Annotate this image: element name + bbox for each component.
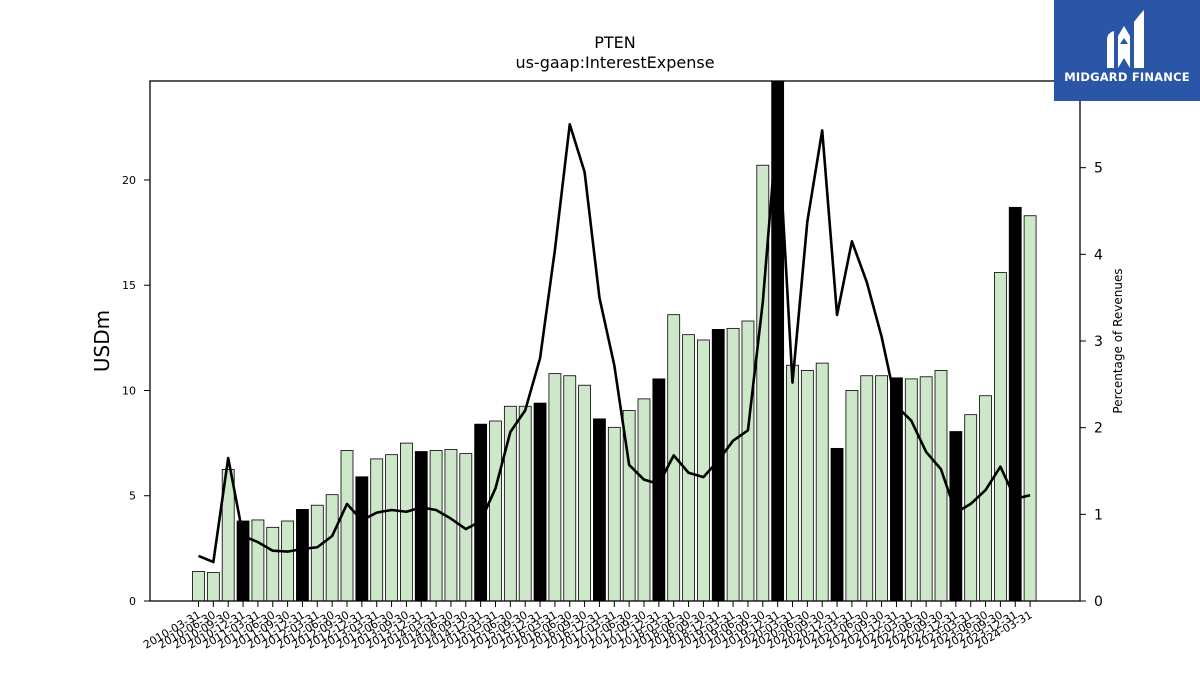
bars-layer [192, 80, 1037, 602]
bar [994, 272, 1007, 602]
bar [251, 519, 265, 602]
bar [563, 375, 577, 602]
y-tick-label: 0 [129, 595, 136, 608]
y-tick-label: 5 [129, 490, 136, 503]
bar [607, 426, 621, 602]
chart-subtitle: us-gaap:InterestExpense [515, 53, 714, 72]
bar [949, 431, 963, 602]
bar [800, 370, 814, 602]
midgard-logo-icon [1107, 10, 1144, 68]
bar [533, 402, 547, 602]
bar [385, 454, 398, 602]
brand-logo: MIDGARD FINANCE [1054, 0, 1200, 101]
bar [934, 370, 948, 602]
chart-title: PTEN [594, 33, 636, 52]
bar [1023, 215, 1037, 602]
y-tick-label: 20 [122, 174, 136, 187]
bar [830, 447, 844, 602]
line-layer [198, 118, 1031, 564]
bar [399, 442, 413, 602]
bar [548, 373, 562, 602]
y2-tick-label: 1 [1094, 507, 1103, 523]
y-tick-label: 15 [122, 279, 136, 292]
bar [741, 320, 755, 602]
bar [266, 526, 280, 602]
bar [904, 378, 918, 602]
bar [296, 509, 309, 602]
bar [414, 451, 428, 602]
bar [206, 572, 220, 602]
bar [726, 327, 740, 602]
bar [593, 418, 606, 602]
bar [637, 398, 651, 602]
bar [281, 520, 295, 602]
bar [860, 375, 874, 602]
bar [310, 504, 324, 602]
y-tick-label: 10 [122, 384, 136, 397]
bar [518, 405, 532, 602]
brand-name: MIDGARD FINANCE [1064, 70, 1190, 84]
y2-axis-label: Percentage of Revenues [1111, 268, 1125, 413]
y2-tick-label: 3 [1094, 334, 1103, 350]
bar [429, 450, 443, 602]
bar [325, 494, 339, 602]
bar [756, 164, 770, 602]
bar [652, 378, 666, 602]
series-line [198, 118, 1031, 564]
bar [815, 362, 829, 602]
y-axis-label: USDm [90, 310, 114, 372]
bar [444, 449, 458, 602]
bar [192, 571, 205, 602]
y2-tick-label: 0 [1094, 594, 1103, 610]
bar [845, 390, 859, 602]
y2-tick-label: 4 [1094, 247, 1103, 263]
y2-tick-label: 2 [1094, 421, 1103, 437]
bar [340, 450, 354, 602]
bar [919, 376, 933, 602]
bar [979, 395, 992, 602]
bar [875, 375, 888, 602]
bar [578, 384, 591, 602]
y2-tick-label: 5 [1094, 161, 1103, 177]
bar [370, 458, 384, 602]
bar [1008, 206, 1022, 602]
bar [489, 420, 502, 602]
bar [355, 476, 369, 602]
bar [786, 364, 799, 602]
